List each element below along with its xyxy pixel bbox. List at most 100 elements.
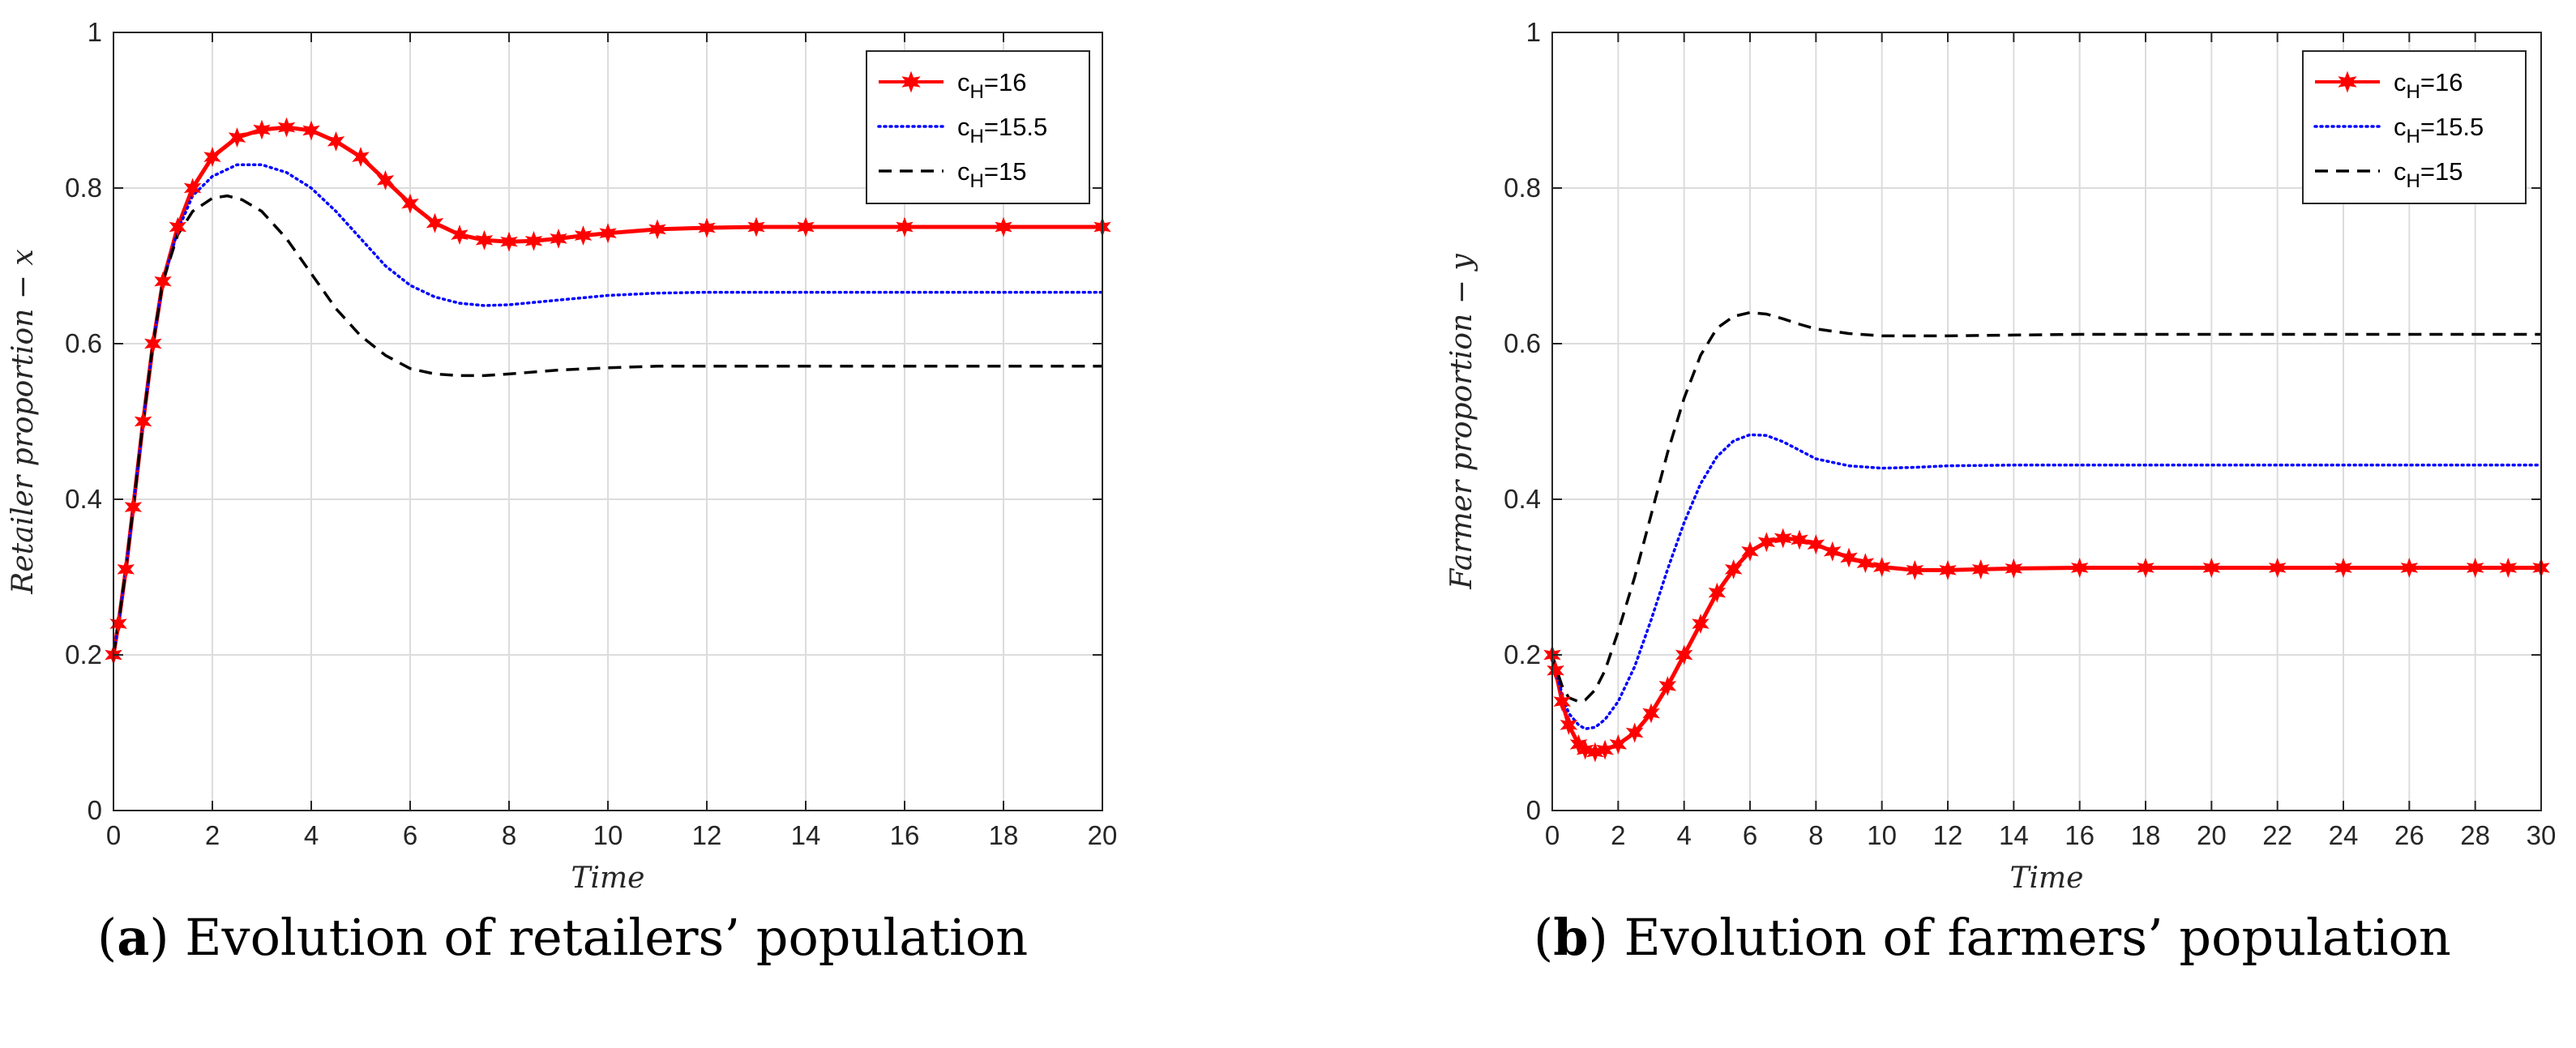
- x-tick-label: 0: [106, 820, 121, 850]
- legend-entry-label: cH=15.5: [2394, 113, 2484, 148]
- y-tick-label: 1: [88, 17, 102, 47]
- data-point: [401, 193, 419, 214]
- legend-rest: =15: [2420, 157, 2463, 186]
- data-point: [1547, 660, 1564, 681]
- x-tick-label: 6: [403, 820, 417, 850]
- y-axis-label: Retailer proportion − x: [6, 249, 40, 594]
- legend-entry-label: cH=16: [2394, 68, 2463, 103]
- data-point: [109, 614, 127, 635]
- data-point: [134, 411, 152, 432]
- x-tick-label: 28: [2460, 820, 2490, 850]
- data-point: [797, 216, 815, 237]
- data-point: [228, 127, 246, 148]
- caption-b-label: b: [1553, 908, 1589, 967]
- legend-main: c: [2394, 113, 2407, 141]
- chart-b: 0 2 4 6 8 10 12 14 16 18 20 22 24 26 28 3000.20.40.60.8…: [1445, 17, 2556, 895]
- data-point: [277, 117, 296, 138]
- legend-marker: [901, 71, 921, 93]
- x-tick-label: 8: [502, 820, 516, 850]
- x-tick-label: 12: [692, 820, 722, 850]
- legend-sub: H: [2407, 81, 2420, 103]
- x-tick-label: 24: [2329, 820, 2359, 850]
- data-point: [747, 216, 765, 237]
- legend-rest: =15: [984, 157, 1027, 186]
- y-tick-label: 0.8: [65, 173, 102, 203]
- data-point: [117, 558, 135, 580]
- data-point: [698, 217, 716, 238]
- x-tick-label: 2: [205, 820, 220, 850]
- data-point: [124, 497, 143, 518]
- y-tick-label: 0.8: [1504, 173, 1541, 203]
- data-point: [1560, 714, 1578, 735]
- y-tick-label: 0.6: [65, 328, 102, 358]
- data-point: [500, 231, 518, 252]
- x-axis-label: Time: [2010, 862, 2084, 895]
- x-tick-label: 20: [2197, 820, 2227, 850]
- legend-main: c: [2394, 68, 2407, 96]
- legend-rest: =15.5: [2420, 113, 2484, 141]
- data-point: [599, 223, 617, 244]
- x-tick-label: 0: [1545, 820, 1560, 850]
- data-point: [1596, 739, 1614, 760]
- legend-entry-label: cH=16: [957, 68, 1026, 103]
- data-point: [253, 119, 271, 140]
- data-point: [203, 147, 221, 168]
- data-point: [1625, 722, 1644, 743]
- data-point: [475, 229, 494, 250]
- legend-sub: H: [970, 170, 984, 192]
- data-point: [2070, 558, 2089, 578]
- caption-a-text: ) Evolution of retailers’ population: [149, 908, 1029, 967]
- caption-a: (a) Evolution of retailers’ population: [97, 908, 1029, 967]
- data-point: [1576, 739, 1594, 760]
- x-axis-label: Time: [571, 862, 645, 895]
- data-point: [1553, 691, 1571, 712]
- x-tick-label: 4: [304, 820, 319, 850]
- data-point: [1609, 734, 1628, 755]
- caption-a-label: a: [117, 908, 150, 967]
- legend-main: c: [957, 157, 970, 186]
- legend-rest: =16: [2420, 68, 2463, 96]
- legend-main: c: [957, 68, 970, 96]
- data-point: [648, 219, 666, 240]
- data-point: [1757, 532, 1776, 553]
- data-point: [1708, 582, 1727, 603]
- x-tick-label: 14: [1999, 820, 2029, 850]
- series-line-b-1: [1551, 433, 2543, 730]
- data-point: [574, 225, 593, 246]
- legend-sub: H: [970, 126, 984, 148]
- x-tick-label: 30: [2527, 820, 2557, 850]
- data-point: [1658, 675, 1677, 696]
- data-point: [1872, 557, 1891, 577]
- data-point: [451, 225, 469, 246]
- data-point: [144, 333, 162, 354]
- data-point: [1724, 558, 1743, 580]
- data-point: [1741, 541, 1759, 562]
- y-tick-label: 1: [1526, 17, 1541, 47]
- data-point: [2268, 558, 2287, 578]
- data-point: [426, 212, 444, 233]
- data-point: [1774, 528, 1792, 549]
- y-tick-label: 0.4: [65, 484, 102, 514]
- legend-sub: H: [2407, 126, 2420, 148]
- legend-main: c: [957, 113, 970, 141]
- data-point: [1823, 541, 1842, 562]
- x-tick-label: 6: [1743, 820, 1757, 850]
- x-tick-label: 18: [989, 820, 1019, 850]
- data-point: [1642, 703, 1660, 724]
- x-tick-label: 2: [1611, 820, 1625, 850]
- x-tick-label: 18: [2131, 820, 2161, 850]
- data-point: [1856, 553, 1875, 574]
- legend-rest: =15.5: [984, 113, 1047, 141]
- x-tick-label: 10: [1867, 820, 1897, 850]
- data-point: [524, 230, 543, 251]
- legend-sub: H: [970, 81, 984, 103]
- data-point: [1906, 559, 1924, 580]
- data-point: [1791, 529, 1808, 550]
- data-point: [2137, 558, 2155, 578]
- data-point: [2334, 558, 2352, 578]
- x-tick-label: 8: [1808, 820, 1823, 850]
- data-point: [896, 216, 914, 237]
- axes-box-b: [1551, 32, 2542, 811]
- y-tick-label: 0.6: [1504, 328, 1541, 358]
